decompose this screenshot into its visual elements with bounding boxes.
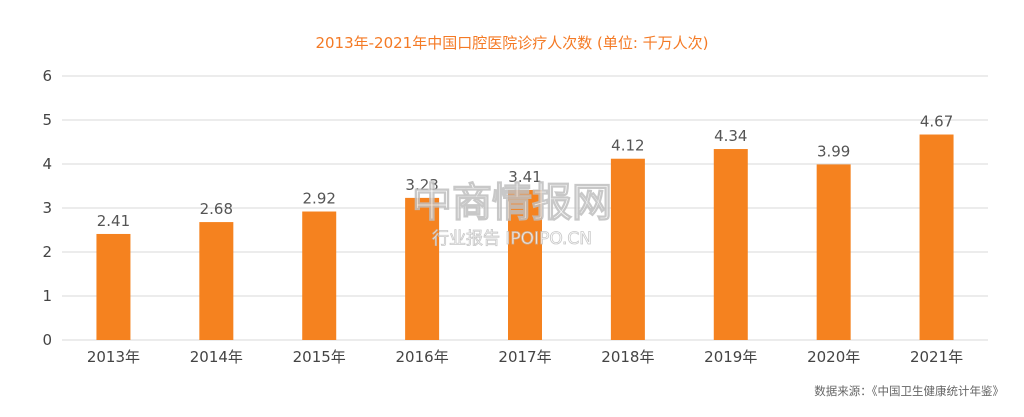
- data-labels: 2.41 2.68 2.92 3.23 3.41 4.12 4.34 3.99 4.67: [97, 113, 954, 230]
- data-source-note: 数据来源：《中国卫生健康统计年鉴》: [814, 384, 1004, 398]
- y-tick-label: 6: [42, 67, 52, 85]
- bar-value-label: 2.92: [303, 190, 336, 208]
- y-tick-label: 5: [42, 111, 52, 129]
- x-category-label: 2021年: [910, 348, 963, 366]
- bar: [816, 164, 851, 340]
- bar-value-label: 4.12: [611, 137, 644, 155]
- x-category-label: 2019年: [704, 348, 757, 366]
- watermark-logo: 中商情报网: [412, 180, 612, 226]
- chart-title: 2013年-2021年中国口腔医院诊疗人次数 (单位: 千万人次): [315, 34, 708, 52]
- x-category-label: 2017年: [498, 348, 551, 366]
- bar: [96, 233, 131, 340]
- y-tick-label: 0: [42, 331, 52, 349]
- bar: [610, 158, 645, 340]
- y-axis: 0 1 2 3 4 5 6: [42, 67, 52, 349]
- bar-value-label: 2.41: [97, 212, 130, 230]
- y-tick-label: 4: [42, 155, 52, 173]
- x-category-label: 2013年: [87, 348, 140, 366]
- bar-value-label: 3.99: [817, 142, 850, 160]
- x-category-label: 2020年: [807, 348, 860, 366]
- y-tick-label: 1: [42, 287, 52, 305]
- bar-value-label: 2.68: [200, 200, 233, 218]
- bar: [508, 189, 542, 340]
- x-category-label: 2015年: [293, 348, 346, 366]
- y-tick-label: 3: [42, 199, 52, 217]
- bar-value-label: 4.67: [920, 113, 953, 131]
- watermark-subtext: 行业报告 IPOIPO.CN: [432, 229, 592, 249]
- bar: [302, 211, 337, 340]
- bar-value-label: 3.41: [508, 168, 541, 186]
- bar-value-label: 3.23: [405, 176, 438, 194]
- y-tick-label: 2: [42, 243, 52, 261]
- bar: [199, 222, 234, 340]
- x-category-label: 2014年: [190, 348, 243, 366]
- bar: [405, 197, 440, 340]
- x-category-label: 2016年: [396, 348, 449, 366]
- x-axis: 2013年 2014年 2015年 2016年 2017年 2018年 2019年 2020年…: [87, 348, 963, 366]
- bar: [713, 149, 748, 340]
- bars: [96, 134, 954, 340]
- watermark: 中商情报网 行业报告 IPOIPO.CN: [412, 180, 613, 250]
- x-category-label: 2018年: [601, 348, 654, 366]
- bar-value-label: 4.34: [714, 127, 747, 145]
- bar: [919, 134, 954, 340]
